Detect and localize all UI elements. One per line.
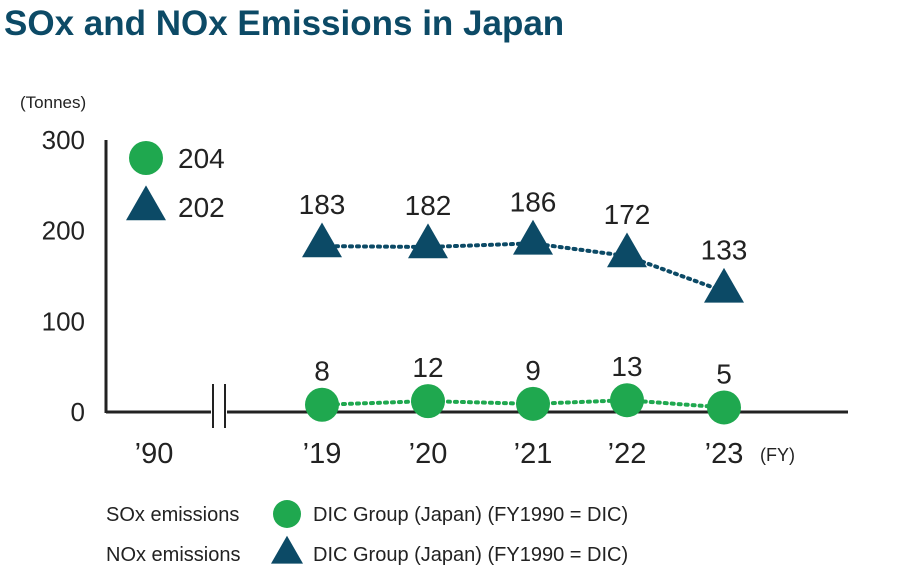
legend-sox-series-name: SOx emissions [106,504,239,526]
nox-data-point [607,232,647,268]
legend-sox-marker [273,500,301,528]
x-tick-label: ’19 [303,438,342,470]
x-tick-label: ’20 [409,438,448,470]
sox-data-label: 5 [716,358,732,389]
nox-data-point [302,222,342,258]
nox-data-point [408,223,448,259]
y-tick-label-300: 300 [42,125,85,155]
nox-data-label: 183 [299,189,346,220]
sox-data-label: 8 [314,356,330,387]
y-tick-label-200: 200 [42,216,85,246]
sox-data-point [610,383,644,418]
nox-data-label: 182 [405,190,452,221]
nox-data-point [704,267,744,303]
legend-nox-marker [271,535,303,564]
baseline-nox-marker [126,185,166,221]
legend-nox-description: DIC Group (Japan) (FY1990 = DIC) [313,544,628,566]
y-unit-label: (Tonnes) [20,93,86,112]
x-axis-unit-label: (FY) [760,445,795,465]
nox-data-point [513,219,553,255]
legend-nox-series-name: NOx emissions [106,544,240,566]
legend-sox-description: DIC Group (Japan) (FY1990 = DIC) [313,504,628,526]
sox-data-point [411,384,445,419]
x-tick-label: ’23 [705,438,744,470]
y-tick-label-0: 0 [71,397,85,427]
y-axis-ticks: 300 200 100 0 [42,125,85,427]
baseline-nox-value: 202 [178,192,225,223]
sox-data-label: 9 [525,355,541,386]
x-axis-ticks: ’19 ’20 ’21 ’22 ’23 ’90 [135,438,744,470]
y-tick-label-100: 100 [42,306,85,336]
baseline-sox-value: 204 [178,143,225,174]
legend: SOx emissions DIC Group (Japan) (FY1990 =… [106,500,628,566]
nox-data-label: 133 [701,234,748,265]
sox-data-point [707,390,741,425]
nox-data-label: 186 [510,186,557,217]
sox-data-point [516,386,550,421]
nox-data-label: 172 [604,199,651,230]
sox-data-label: 12 [412,352,443,383]
sox-data-label: 13 [611,351,642,382]
x-tick-label: ’22 [608,438,647,470]
sox-data-point [305,387,339,422]
baseline-1990: 204 202 [126,141,225,223]
chart-title: SOx and NOx Emissions in Japan [4,4,564,43]
baseline-sox-marker [129,141,163,175]
x-tick-label-baseline: ’90 [135,438,174,470]
data-series: 8 12 9 13 5 183 182 186 172 133 [299,186,748,425]
x-tick-label: ’21 [514,438,553,470]
